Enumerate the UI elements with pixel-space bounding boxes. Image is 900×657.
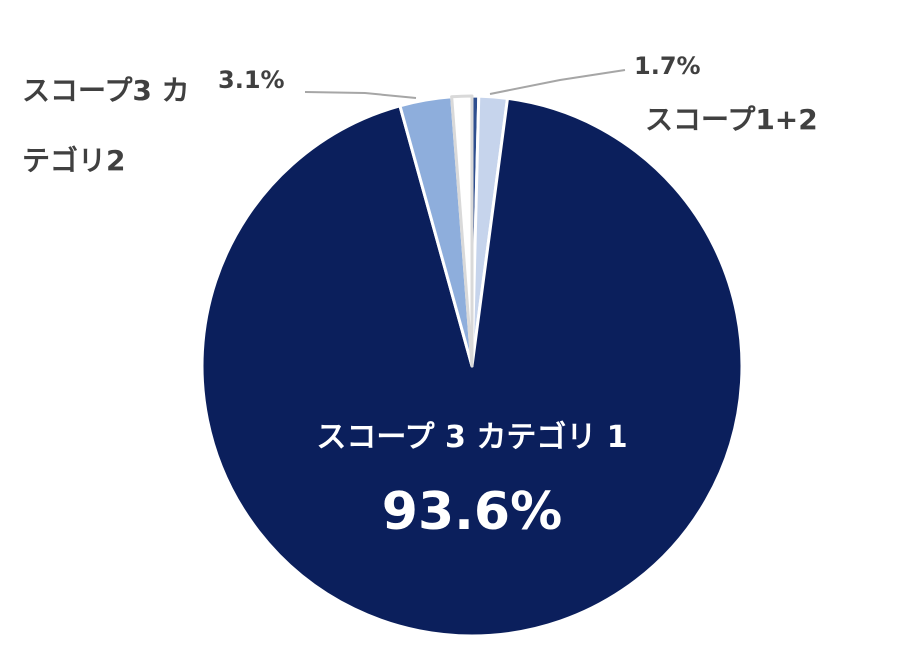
- leader-line: [489, 69, 626, 95]
- category-label: スコープ1+2: [645, 103, 818, 136]
- value-label: 3.1%: [218, 66, 285, 94]
- leader-line: [304, 91, 417, 99]
- value-label: 93.6%: [381, 482, 563, 542]
- pie-slice: [450, 94, 474, 368]
- category-label: スコープ3 カテゴリ2: [22, 74, 190, 177]
- category-label: スコープ 3 カテゴリ 1: [316, 420, 628, 455]
- value-label: 1.7%: [634, 52, 701, 80]
